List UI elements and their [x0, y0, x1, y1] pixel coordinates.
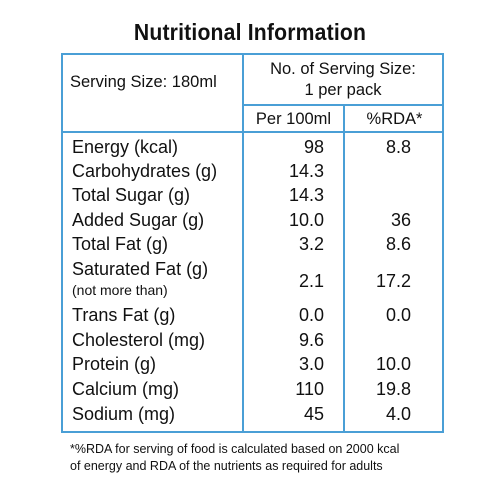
serving-size-label: Serving Size: 180ml	[70, 73, 217, 91]
row-label: Trans Fat (g)	[72, 305, 176, 325]
row-per-100ml: 3.0	[298, 354, 324, 374]
row-label: Total Sugar (g)	[72, 185, 191, 205]
row-rda: 4.0	[385, 404, 411, 424]
row-rda: 10.0	[375, 354, 411, 374]
body-divider-2	[343, 131, 345, 433]
row-rda: 17.2	[375, 271, 411, 291]
row-per-100ml: 0.0	[298, 305, 324, 325]
header-col-divider	[343, 104, 345, 133]
nutrients-table-box	[61, 131, 444, 433]
row-sublabel: (not more than)	[72, 282, 168, 298]
header-divider-vertical	[242, 53, 244, 133]
footnote-line-2: of energy and RDA of the nutrients as re…	[70, 459, 383, 473]
row-rda: 0.0	[385, 305, 411, 325]
servings-per-pack-line2: 1 per pack	[304, 81, 382, 99]
row-per-100ml: 3.2	[298, 234, 324, 254]
row-label: Carbohydrates (g)	[72, 161, 218, 181]
row-rda: 8.6	[385, 234, 411, 254]
row-per-100ml: 14.3	[288, 161, 324, 181]
row-per-100ml: 10.0	[288, 210, 324, 230]
rda-footnote: *%RDA for serving of food is calculated …	[70, 441, 399, 475]
row-per-100ml: 9.6	[298, 330, 324, 350]
column-header-rda: %RDA*	[366, 110, 423, 128]
row-per-100ml: 2.1	[298, 271, 324, 291]
row-per-100ml: 14.3	[288, 185, 324, 205]
column-header-per-100ml: Per 100ml	[255, 110, 332, 128]
row-rda: 8.8	[385, 137, 411, 157]
row-label: Protein (g)	[72, 354, 157, 374]
body-divider-1	[242, 131, 244, 433]
footnote-line-1: *%RDA for serving of food is calculated …	[70, 442, 400, 456]
row-label: Cholesterol (mg)	[72, 330, 206, 350]
nutrition-title: Nutritional Information	[133, 19, 367, 45]
servings-per-pack-line1: No. of Serving Size:	[270, 60, 416, 78]
row-rda: 36	[390, 210, 411, 230]
row-per-100ml: 98	[303, 137, 324, 157]
row-per-100ml: 45	[303, 404, 324, 424]
row-label: Calcium (mg)	[72, 379, 180, 399]
row-label: Added Sugar (g)	[72, 210, 205, 230]
row-label: Saturated Fat (g)	[72, 259, 209, 279]
row-rda: 19.8	[375, 379, 411, 399]
row-label: Energy (kcal)	[72, 137, 179, 157]
row-label: Sodium (mg)	[72, 404, 176, 424]
row-label: Total Fat (g)	[72, 234, 169, 254]
row-per-100ml: 110	[295, 379, 324, 399]
